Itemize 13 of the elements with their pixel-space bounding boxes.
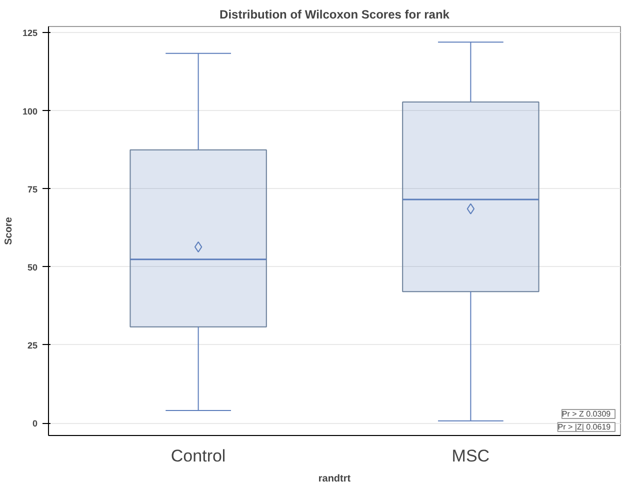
y-tick-label: 125 (22, 28, 38, 38)
annotation: Pr > Z 0.0309 (562, 410, 612, 418)
x-tick-label: MSC (452, 446, 490, 466)
annotation: Pr > |Z| 0.0619 (558, 422, 612, 432)
y-tick-label: 75 (27, 184, 38, 194)
y-tick-label: 100 (22, 106, 38, 116)
y-axis-title: Score (3, 216, 14, 245)
chart-title: Distribution of Wilcoxon Scores for rank (220, 8, 450, 22)
y-tick-label: 50 (27, 262, 38, 272)
x-tick-label: Control (170, 446, 226, 466)
x-axis-title: randtrt (318, 474, 352, 484)
y-tick-label: 0 (32, 418, 38, 429)
y-tick-label: 25 (27, 340, 38, 350)
